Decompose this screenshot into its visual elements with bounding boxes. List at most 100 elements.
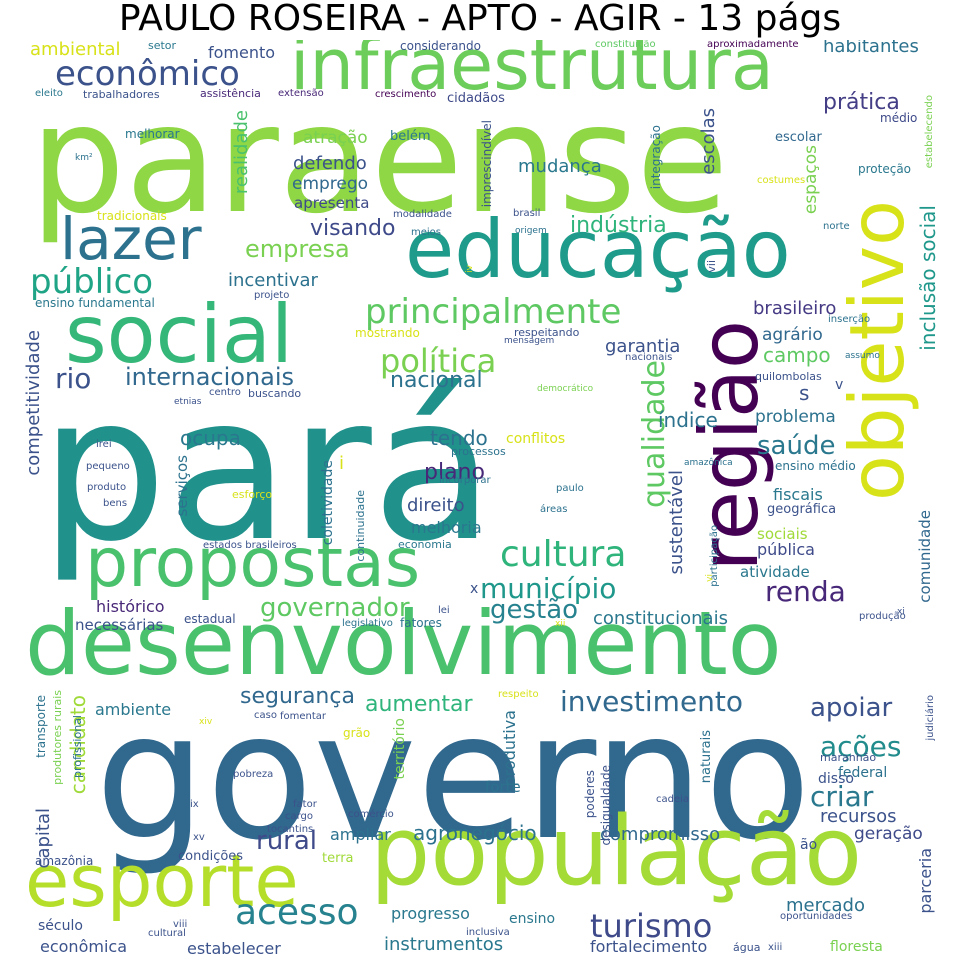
word-espacos: espaços xyxy=(801,145,821,215)
word-ambiental: ambiental xyxy=(30,40,121,60)
word-agrario: agrário xyxy=(762,325,823,345)
word-geracao: geração xyxy=(854,824,923,844)
word-seculo: século xyxy=(38,918,83,934)
word-buscando: buscando xyxy=(248,387,302,400)
word-investimento: investimento xyxy=(560,685,744,718)
word-empresa: empresa xyxy=(245,235,350,263)
word-constitucionais: constitucionais xyxy=(593,608,728,629)
word-crescimento: crescimento xyxy=(375,89,437,100)
word-continuidade: continuidade xyxy=(354,490,367,562)
word-respeito: respeito xyxy=(498,689,539,700)
word-principalmente: principalmente xyxy=(365,292,622,332)
word-renda: renda xyxy=(765,575,846,608)
word-politica: política xyxy=(380,342,497,380)
word-mercado: mercado xyxy=(786,895,865,916)
word-melhoria: melhoria xyxy=(411,518,482,537)
word-rural: rural xyxy=(256,826,318,856)
word-governo: governo xyxy=(95,676,812,879)
word-estadual: estadual xyxy=(184,612,236,626)
word-historico: histórico xyxy=(96,597,165,616)
word-estados-brasileiros: estados brasileiros xyxy=(203,540,297,551)
word-nacionais: nacionais xyxy=(625,352,673,363)
word-necessarias: necessárias xyxy=(75,616,164,634)
word-km: km² xyxy=(75,153,93,163)
word-atracao: atração xyxy=(303,128,368,148)
word-etnias: etnias xyxy=(174,397,202,407)
word-escolas: escolas xyxy=(698,108,719,175)
word-progresso: progresso xyxy=(391,904,470,923)
word-publico: público xyxy=(30,262,154,302)
word-acesso: acesso xyxy=(235,892,359,933)
word-xi: xi xyxy=(897,607,905,617)
word-competitividade: competitividade xyxy=(23,330,44,476)
word-centro: centro xyxy=(209,387,241,398)
word-produtores-rurais: produtores rurais xyxy=(51,690,64,785)
word-defendo: defendo xyxy=(293,153,367,174)
word-mostrando: mostrando xyxy=(355,326,420,340)
word-naturais: naturais xyxy=(699,730,714,784)
word-floresta: floresta xyxy=(830,939,883,955)
word-quilombolas: quilombolas xyxy=(755,370,822,383)
word-agua: água xyxy=(733,941,761,954)
word-territorio: território xyxy=(392,718,408,780)
word-compromisso: compromisso xyxy=(600,824,721,845)
word-realidade: realidade xyxy=(231,110,252,195)
word-cargo: cargo xyxy=(285,811,314,822)
word-educacao: educação xyxy=(405,203,791,296)
word-fortalecimento: fortalecimento xyxy=(590,937,708,956)
word-coletividade: coletividade xyxy=(320,460,336,546)
word-servicos: serviços xyxy=(173,455,191,517)
word-lei: lei xyxy=(438,605,450,616)
word-gestao: gestão xyxy=(490,595,579,625)
word-estabelecendo: estabelecendo xyxy=(924,95,935,169)
word-amazonica: amazônica xyxy=(684,458,733,468)
word-fator: fator xyxy=(293,799,317,810)
word-v: v xyxy=(835,377,844,393)
word-insercao: inserção xyxy=(828,314,871,325)
word-fiscais: fiscais xyxy=(773,485,823,504)
word-melhorar: melhorar xyxy=(125,127,180,141)
word-viii: viii xyxy=(173,919,188,930)
word-disso: disso xyxy=(818,771,854,787)
word-xv: xv xyxy=(193,832,205,843)
word-s: s xyxy=(799,381,810,405)
word-ocupa: ocupa xyxy=(180,426,241,450)
word-para: pará xyxy=(40,353,495,586)
word-constituicao: constituição xyxy=(595,40,656,50)
word-instrumentos: instrumentos xyxy=(384,934,504,955)
word-produto: produto xyxy=(87,482,127,493)
word-bens: bens xyxy=(103,498,128,509)
word-tradicionais: tradicionais xyxy=(97,209,167,223)
word-ambiente: ambiente xyxy=(95,700,172,719)
word-assumo: assumo xyxy=(845,351,880,361)
word-conflitos: conflitos xyxy=(506,431,566,447)
word-belem: belém xyxy=(390,129,431,144)
word-vii: vii xyxy=(705,260,718,273)
word-seguranca: segurança xyxy=(240,684,355,709)
word-inclusiva: inclusiva xyxy=(466,927,510,938)
word-governador: governador xyxy=(260,593,410,623)
word-estabelecer: estabelecer xyxy=(187,939,281,958)
word-apoiar: apoiar xyxy=(810,693,893,723)
word-legislativo: legislativo xyxy=(342,618,393,629)
word-nacional: nacional xyxy=(390,368,483,393)
word-incorporar: incorporar xyxy=(439,475,491,486)
word-fomentar: fomentar xyxy=(280,711,327,722)
word-atividade: atividade xyxy=(740,563,810,581)
word-brasil: brasil xyxy=(513,208,541,219)
word-transporte: transporte xyxy=(34,695,48,758)
word-respeitando: respeitando xyxy=(514,326,580,339)
word-economia: economia xyxy=(398,538,452,551)
word-paraense: paraense xyxy=(30,73,729,247)
word-terra: terra xyxy=(322,851,354,866)
word-direito: direito xyxy=(407,495,465,516)
word-incentivar: incentivar xyxy=(228,270,318,291)
word-irei: irei xyxy=(96,439,112,450)
word-cultura: cultura xyxy=(500,534,627,575)
word-social: social xyxy=(65,288,294,381)
word-brasileiro: brasileiro xyxy=(753,298,837,319)
word-escolar: escolar xyxy=(775,130,822,145)
word-infraestrutura: infraestrutura xyxy=(290,40,774,106)
word-esporte: esporte xyxy=(25,839,299,923)
word-projeto: projeto xyxy=(254,290,290,301)
